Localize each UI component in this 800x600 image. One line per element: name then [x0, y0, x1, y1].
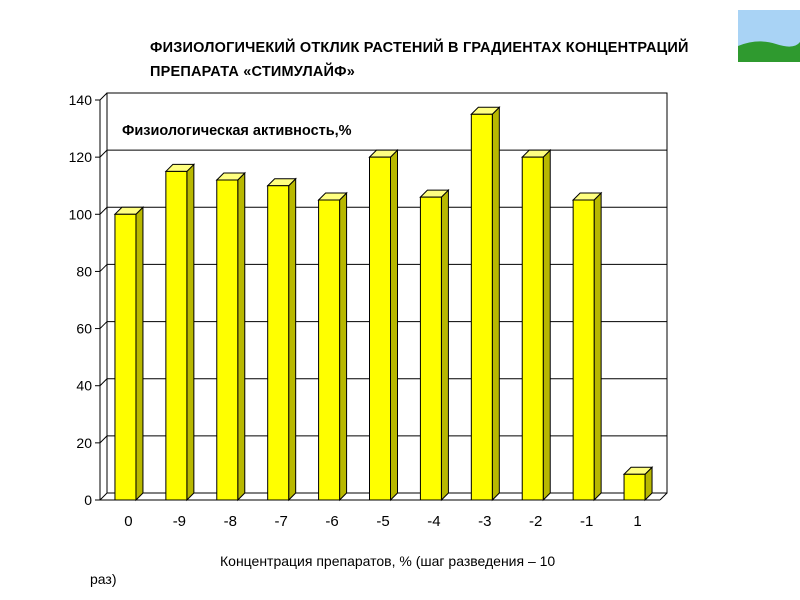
- bar-side: [186, 163, 195, 502]
- x-tick-label: -6: [325, 513, 338, 530]
- slide-title-line-1: ФИЗИОЛОГИЧЕКИЙ ОТКЛИК РАСТЕНИЙ В ГРАДИЕН…: [150, 40, 689, 56]
- slide-title: ФИЗИОЛОГИЧЕКИЙ ОТКЛИК РАСТЕНИЙ В ГРАДИЕН…: [150, 36, 800, 84]
- bar: [470, 106, 501, 502]
- x-tick-label: -4: [427, 513, 440, 530]
- y-tick-label: 140: [69, 92, 93, 108]
- bar: [419, 188, 450, 502]
- y-tick-label: 0: [84, 492, 92, 508]
- bar: [368, 148, 399, 502]
- picture-grass: [738, 41, 800, 62]
- y-tick-label: 40: [76, 378, 92, 394]
- gridline-depth: [99, 321, 108, 329]
- y-tick-label: 80: [76, 263, 92, 279]
- x-tick-label: -5: [376, 513, 389, 530]
- gridline-depth: [99, 435, 108, 444]
- y-tick-label: 20: [76, 435, 92, 451]
- bar-front: [623, 473, 646, 501]
- bar-side: [288, 177, 297, 502]
- x-axis-label: Концентрация препаратов, % (шаг разведен…: [220, 553, 556, 569]
- bar: [113, 206, 145, 502]
- x-tick-label: -1: [580, 513, 593, 530]
- bar: [571, 191, 603, 502]
- bar: [215, 171, 246, 502]
- bar: [622, 466, 654, 502]
- y-tick-label: 60: [76, 321, 92, 337]
- x-tick-label: -3: [478, 513, 491, 530]
- chart-title: Физиологическая активность,%: [122, 123, 352, 139]
- bar-side: [593, 191, 602, 502]
- x-tick-label: -9: [173, 513, 186, 530]
- bar-front: [470, 113, 493, 501]
- y-tick-labels: 0 20 40 60 80 100 120 140: [69, 92, 93, 508]
- bar-front: [521, 156, 544, 501]
- gridline-depth: [99, 149, 108, 158]
- x-tick-label: -8: [224, 513, 237, 530]
- bar: [164, 163, 196, 502]
- bar-side: [491, 106, 500, 502]
- x-axis-label-continued: раз): [90, 571, 117, 587]
- bar-side: [390, 148, 398, 502]
- gridline-depth: [99, 492, 108, 501]
- bar-front: [572, 199, 595, 501]
- bar: [317, 191, 348, 502]
- gridline-depth: [99, 206, 108, 215]
- bar: [266, 177, 297, 502]
- bar-side: [339, 191, 348, 502]
- y-tick-label: 120: [69, 149, 93, 165]
- x-tick-label: 0: [124, 513, 132, 530]
- bar-front: [318, 199, 341, 501]
- bar-front: [114, 213, 137, 501]
- bar-front: [267, 185, 290, 501]
- x-tick-label: -7: [275, 513, 288, 530]
- bar-side: [542, 148, 551, 502]
- bars: [113, 106, 654, 502]
- bar-chart: Физиологическая активность,% 02040608010…: [69, 92, 668, 530]
- bar-side: [440, 188, 449, 502]
- bar-front: [216, 179, 239, 501]
- gridline-depth: [99, 264, 108, 272]
- gridline-depth: [99, 92, 108, 101]
- x-tick-label: 1: [633, 513, 641, 530]
- bar-side: [135, 206, 144, 502]
- y-tick-label: 100: [69, 206, 93, 222]
- x-tick-labels: 0 -9 -8 -7 -6 -5 -4 -3 -2 -1 1: [124, 513, 641, 530]
- bar: [521, 148, 552, 502]
- bar-side: [237, 171, 246, 502]
- landscape-picture: [738, 10, 800, 62]
- bar-front: [419, 196, 442, 501]
- gridline-depth: [99, 378, 108, 387]
- x-tick-label: -2: [529, 513, 542, 530]
- bar-front: [369, 156, 391, 501]
- slide-title-line-2: ПРЕПАРАТА «СТИМУЛАЙФ»: [150, 64, 355, 80]
- bar-front: [165, 170, 188, 501]
- x-axis-depth-line: [659, 492, 668, 501]
